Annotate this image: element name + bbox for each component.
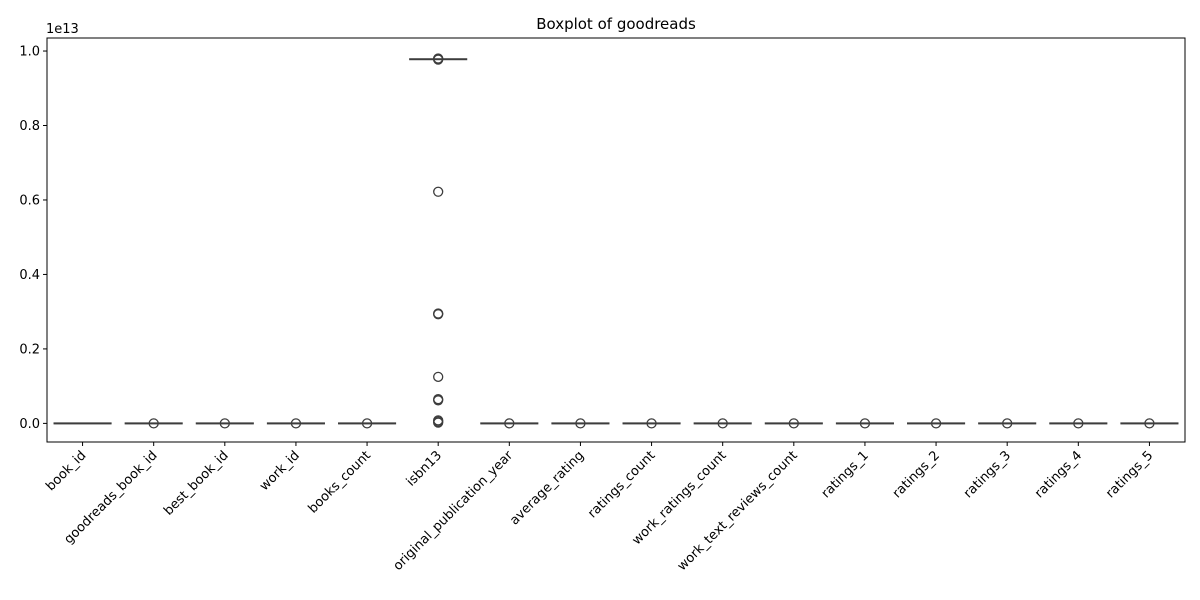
box-work_id: [266, 418, 325, 429]
y-tick-label: 0.8: [19, 119, 40, 134]
y-tick-label: 0.4: [19, 268, 40, 283]
x-tick-label: best_book_id: [161, 448, 231, 518]
box-ratings_5: [1120, 418, 1179, 429]
chart-title: Boxplot of goodreads: [536, 15, 696, 33]
flier-point: [504, 418, 515, 429]
x-tick-label: book_id: [43, 448, 89, 494]
plot-frame: [46, 37, 1186, 443]
flier-point: [148, 418, 159, 429]
box-ratings_2: [907, 418, 966, 429]
x-tick-label: work_id: [257, 448, 303, 494]
y-tick-label: 0.0: [19, 417, 40, 432]
x-tick-label: ratings_1: [819, 448, 872, 501]
flier-point: [433, 371, 444, 382]
x-tick-label: ratings_4: [1032, 448, 1085, 501]
flier-point: [859, 418, 871, 429]
flier-point: [433, 417, 444, 428]
flier-point: [1002, 418, 1013, 429]
box-ratings_count: [622, 418, 681, 429]
flier-point: [575, 418, 586, 429]
box-work_ratings_count: [693, 418, 752, 429]
box-books_count: [338, 418, 397, 429]
flier-point: [930, 418, 942, 429]
flier-point: [788, 418, 799, 429]
box-work_text_reviews_count: [764, 418, 823, 429]
box-ratings_4: [1049, 418, 1108, 429]
flier-point: [290, 418, 302, 429]
x-tick-label: ratings_2: [890, 448, 943, 501]
flier-point: [433, 309, 444, 320]
flier-point: [433, 395, 444, 406]
flier-point: [433, 186, 444, 197]
box-book_id: [53, 422, 112, 425]
flier-point: [1073, 418, 1084, 429]
flier-point: [219, 418, 230, 429]
flier-point: [433, 53, 444, 64]
box-isbn13: [409, 53, 468, 428]
x-tick-label: ratings_3: [961, 448, 1014, 501]
x-tick-label: books_count: [306, 448, 374, 516]
x-tick-label: ratings_count: [585, 448, 658, 521]
x-tick-label: ratings_5: [1103, 448, 1156, 501]
box-ratings_3: [978, 418, 1037, 429]
y-tick-label: 0.6: [19, 193, 40, 208]
x-tick-label: original_publication_year: [391, 448, 517, 574]
y-axis: 0.0 0.2 0.4 0.6 0.8 1.0: [19, 45, 47, 432]
x-tick-label: average_rating: [507, 448, 587, 528]
y-tick-label: 1.0: [19, 45, 40, 60]
y-tick-label: 0.2: [19, 342, 40, 357]
x-tick-label: isbn13: [404, 448, 445, 489]
box-goodreads_book_id: [124, 418, 183, 429]
flier-point: [1144, 418, 1155, 429]
flier-point: [361, 418, 373, 429]
box-average_rating: [551, 418, 610, 429]
x-tick-label: work_text_reviews_count: [675, 448, 801, 574]
box-original_publication_year: [480, 418, 539, 429]
flier-point: [717, 418, 728, 429]
flier-point: [646, 418, 657, 429]
y-offset-label: 1e13: [46, 22, 79, 37]
box-ratings_1: [835, 418, 894, 429]
box-best_book_id: [195, 418, 254, 429]
plot-marks: [53, 53, 1179, 429]
